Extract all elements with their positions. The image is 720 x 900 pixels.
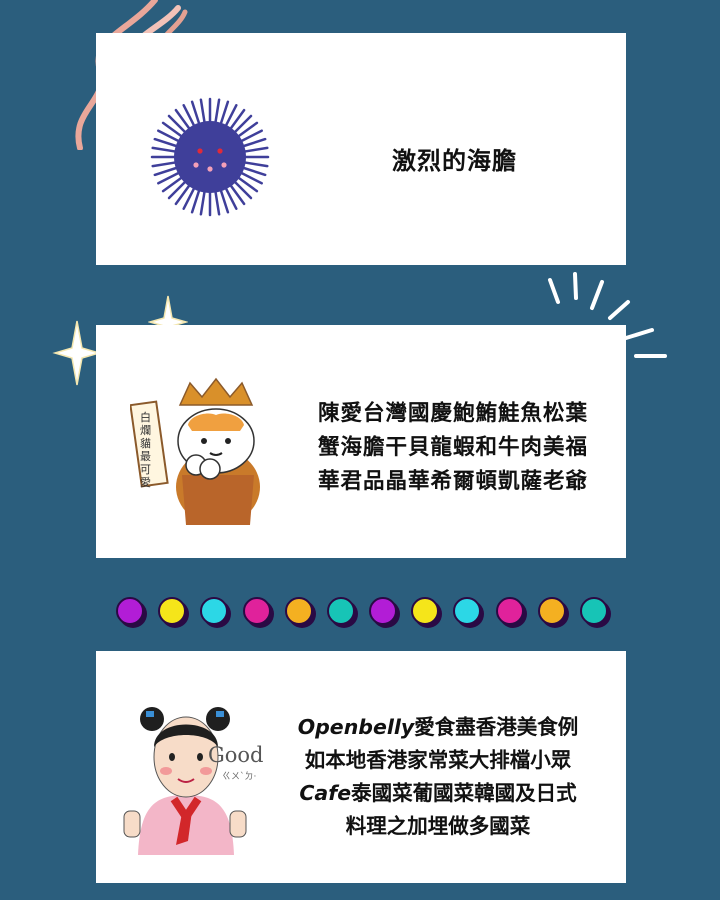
divider-dot: [200, 597, 229, 625]
dot-divider: [116, 597, 608, 627]
text-line: 陳愛台灣國慶鮑鮪鮭魚松葉: [317, 401, 588, 426]
text-line: 如本地香港家常菜大排檔小眾: [304, 748, 572, 772]
sticker-word: Good: [208, 743, 264, 767]
sticker-caption: 白爛貓最可愛: [140, 411, 151, 489]
divider-dot: [284, 597, 313, 625]
burst-lines-decoration: [548, 272, 667, 358]
cat-sticker: [130, 377, 260, 525]
sea-urchin-icon: [150, 97, 270, 217]
divider-dot: [579, 597, 608, 625]
sparkle-icon: [52, 320, 102, 386]
text-line: Openbelly愛食盡香港美食例: [297, 715, 579, 739]
divider-dot: [158, 597, 187, 625]
restaurants-text: 陳愛台灣國慶鮑鮪鮭魚松葉 蟹海膽干貝龍蝦和牛肉美福 華君品晶華希爾頓凱薩老爺: [298, 397, 608, 499]
sea-urchin-card: 激烈的海膽: [96, 33, 626, 265]
sticker-zhuyin: ㄍㄨˋㄉ·: [222, 772, 257, 782]
divider-dot: [369, 597, 398, 625]
divider-dot: [326, 597, 355, 625]
divider-dot: [453, 597, 482, 625]
text-line: 料理之加埋做多國菜: [345, 814, 531, 838]
openbelly-text: Openbelly愛食盡香港美食例 如本地香港家常菜大排檔小眾 Cafe泰國菜葡…: [268, 711, 608, 843]
text-line: Cafe泰國菜葡國菜韓國及日式: [299, 781, 577, 805]
girl-thumbs-up-sticker: [123, 707, 247, 855]
text-line: 華君品晶華希爾頓凱薩老爺: [317, 469, 588, 494]
openbelly-card: Good ㄍㄨˋㄉ· Openbelly愛食盡香港美食例 如本地香港家常菜大排檔…: [96, 651, 626, 883]
divider-dot: [411, 597, 440, 625]
divider-dot: [116, 597, 144, 625]
restaurants-card: 白爛貓最可愛 陳愛台灣國慶鮑鮪鮭魚松葉 蟹海膽干貝龍蝦和牛肉美福 華君品晶華希爾…: [96, 325, 626, 558]
text-line: 蟹海膽干貝龍蝦和牛肉美福: [317, 435, 588, 460]
divider-dot: [495, 597, 524, 625]
divider-dot: [537, 597, 566, 625]
sea-urchin-title: 激烈的海膽: [392, 147, 517, 175]
divider-dot: [242, 597, 271, 625]
